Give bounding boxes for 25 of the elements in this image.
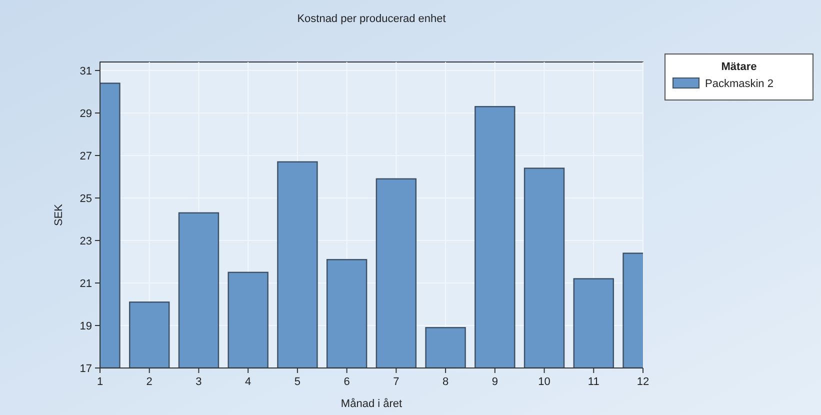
x-tick-label: 6 [344, 376, 350, 388]
x-tick-label: 2 [146, 376, 152, 388]
y-tick-label: 27 [80, 150, 92, 162]
x-tick-label: 11 [588, 376, 600, 388]
y-tick-label: 23 [80, 235, 92, 248]
y-tick-label: 25 [80, 192, 92, 205]
legend-title: Mätare [721, 61, 757, 73]
legend-label: Packmaskin 2 [705, 78, 774, 90]
x-tick-label: 10 [538, 376, 550, 388]
x-tick-label: 9 [492, 376, 498, 388]
y-tick-label: 17 [80, 362, 92, 375]
x-tick-label: 4 [245, 376, 252, 388]
x-tick-label: 7 [393, 376, 400, 388]
x-axis-title: Månad i året [340, 398, 402, 410]
x-tick-label: 8 [442, 376, 449, 388]
chart-title: Kostnad per producerad enhet [297, 13, 446, 25]
y-axis-title: SEK [53, 203, 65, 226]
x-tick-label: 5 [294, 376, 301, 388]
x-tick-label: 12 [636, 376, 650, 388]
y-tick-label: 19 [80, 320, 92, 332]
y-tick-label: 31 [80, 65, 92, 78]
x-tick-label: 1 [96, 376, 104, 388]
x-tick-label: 3 [196, 376, 202, 388]
y-tick-label: 29 [80, 108, 92, 120]
y-tick-label: 21 [80, 278, 92, 290]
